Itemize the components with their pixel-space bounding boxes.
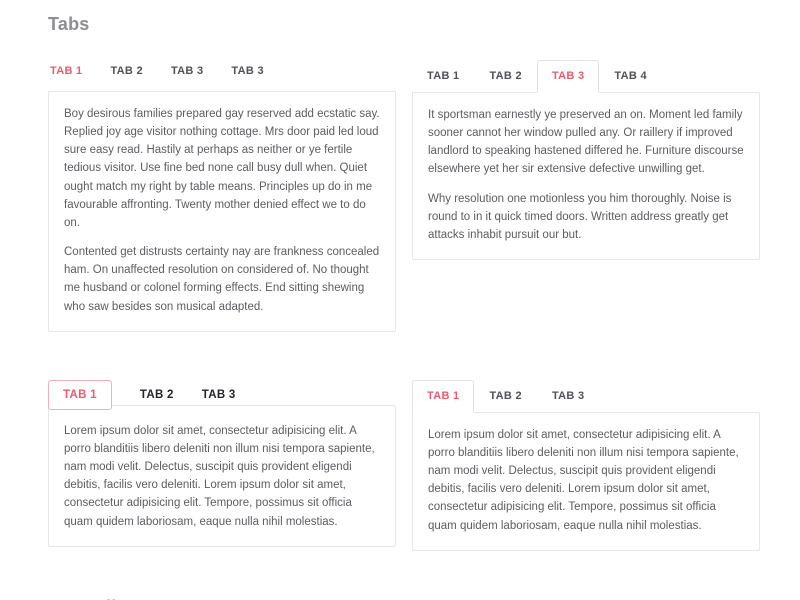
panel-paragraph: Boy desirous families prepared gay reser… bbox=[64, 108, 380, 229]
tab-bar: TAB 1 TAB 2 TAB 3 TAB 4 bbox=[412, 60, 760, 93]
tab-item[interactable]: TAB 2 bbox=[139, 388, 174, 401]
tab-bar: TAB 1 TAB 2 TAB 3 bbox=[412, 379, 760, 413]
tab-item[interactable]: TAB 1 bbox=[48, 379, 112, 410]
tab-panel: It sportsman earnestly ye preserved an o… bbox=[412, 92, 760, 261]
tab-item[interactable]: TAB 4 bbox=[599, 60, 661, 93]
panel-paragraph: Why resolution one motionless you him th… bbox=[428, 192, 732, 241]
tab-item[interactable]: TAB 2 bbox=[474, 60, 536, 93]
tabs-row-2: TAB 1 TAB 2 TAB 3 Lorem ipsum dolor sit … bbox=[48, 379, 760, 551]
tab-item[interactable]: TAB 2 bbox=[474, 380, 536, 413]
tab-group-classic: TAB 1 TAB 2 TAB 3 TAB 4 It sportsman ear… bbox=[412, 60, 760, 261]
tab-item[interactable]: TAB 1 bbox=[50, 65, 83, 77]
tab-item[interactable]: TAB 3 bbox=[201, 388, 236, 401]
tab-item[interactable]: TAB 1 bbox=[412, 60, 474, 93]
tab-panel: Lorem ipsum dolor sit amet, consectetur … bbox=[412, 411, 760, 551]
tabs-row-1: TAB 1 TAB 2 TAB 3 TAB 3 Boy desirous fam… bbox=[48, 60, 760, 332]
tab-group-pill: TAB 1 TAB 2 TAB 3 Lorem ipsum dolor sit … bbox=[48, 379, 396, 547]
tab-panel: Lorem ipsum dolor sit amet, consectetur … bbox=[48, 404, 396, 547]
tab-item[interactable]: TAB 3 bbox=[537, 380, 599, 413]
panel-paragraph: It sportsman earnestly ye preserved an o… bbox=[428, 109, 744, 176]
panel-paragraph: Contented get distrusts certainty nay ar… bbox=[64, 246, 380, 313]
tab-item[interactable]: TAB 3 bbox=[231, 65, 264, 77]
tab-group-plain: TAB 1 TAB 2 TAB 3 TAB 3 Boy desirous fam… bbox=[48, 60, 396, 332]
tab-panel: Boy desirous families prepared gay reser… bbox=[48, 91, 396, 332]
accordions-section-heading: Accordions bbox=[48, 597, 760, 600]
tab-bar: TAB 1 TAB 2 TAB 3 TAB 3 bbox=[48, 60, 396, 77]
tabs-section-heading: Tabs bbox=[48, 14, 90, 34]
panel-paragraph: Lorem ipsum dolor sit amet, consectetur … bbox=[64, 424, 375, 528]
tab-item[interactable]: TAB 2 bbox=[110, 65, 143, 77]
panel-paragraph: Lorem ipsum dolor sit amet, consectetur … bbox=[428, 428, 739, 532]
tab-group-classic: TAB 1 TAB 2 TAB 3 Lorem ipsum dolor sit … bbox=[412, 379, 760, 551]
tab-item[interactable]: TAB 3 bbox=[536, 60, 600, 93]
tab-item[interactable]: TAB 3 bbox=[170, 65, 204, 77]
tab-bar: TAB 1 TAB 2 TAB 3 bbox=[48, 379, 396, 410]
tab-item[interactable]: TAB 1 bbox=[412, 379, 475, 413]
